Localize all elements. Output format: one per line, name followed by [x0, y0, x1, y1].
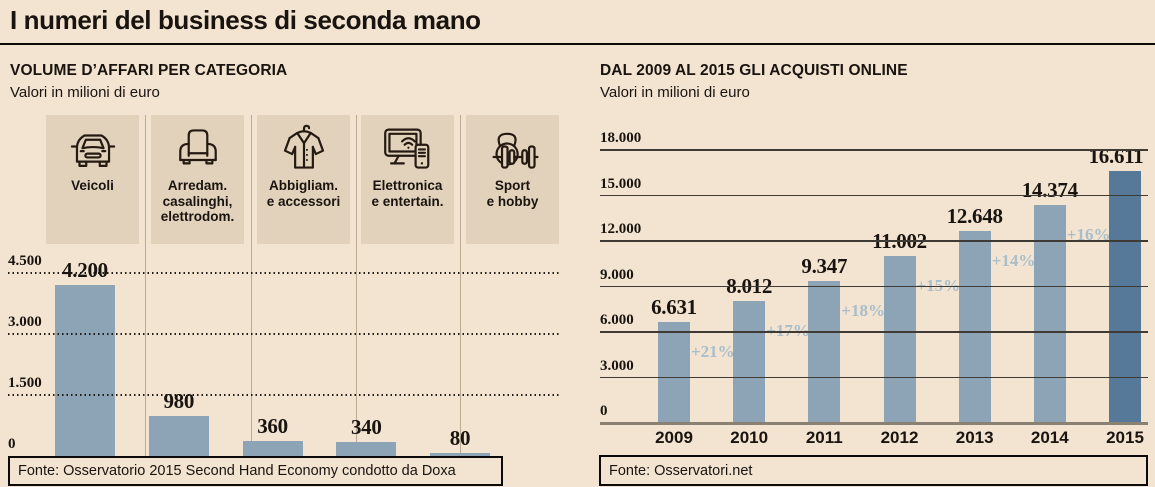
gridline	[600, 149, 1148, 151]
bar-elettronica-e-entertain-	[336, 442, 397, 456]
right-source-text: Fonte: Osservatori.net	[609, 462, 753, 479]
growth-percentage-label: +21%	[691, 342, 735, 362]
y-axis-tick-label: 4.500	[8, 253, 42, 269]
category-label: Arredam. casalinghi, elettrodom.	[160, 178, 235, 224]
bar-value-label: 80	[449, 425, 471, 450]
category-label: Veicoli	[71, 178, 114, 193]
growth-percentage-label: +14%	[991, 251, 1036, 271]
x-axis-label: 2009	[655, 428, 693, 447]
gridline	[600, 422, 1148, 425]
category-label: Sport e hobby	[486, 178, 539, 209]
page-title: I numeri del business di seconda mano	[10, 5, 481, 35]
x-axis-label: 2013	[955, 428, 994, 447]
y-axis-tick-label: 18.000	[600, 130, 642, 146]
bar-value-label: 360	[257, 414, 288, 439]
growth-percentage-label: +17%	[766, 321, 810, 341]
bar-value-label: 6.631	[651, 295, 697, 320]
gridline	[600, 285, 1148, 287]
bar-value-label: 12.648	[946, 204, 1003, 229]
y-axis-tick-label: 0	[600, 403, 608, 419]
bar-value-label: 340	[350, 415, 382, 440]
column-divider	[250, 115, 252, 456]
bar-value-label: 14.374	[1021, 177, 1078, 202]
bar-arredam-casalinghi-elettrodom-	[148, 416, 209, 456]
y-axis-tick-label: 9.000	[600, 266, 634, 283]
growth-percentage-label: +16%	[1066, 224, 1111, 244]
column-divider	[460, 115, 461, 456]
category-box-sport: Sport e hobby	[466, 115, 559, 244]
bar-2011	[808, 281, 841, 423]
gridline	[8, 333, 560, 335]
bar-value-label: 4.200	[62, 258, 108, 283]
right-chart-title: DAL 2009 AL 2015 GLI ACQUISTI ONLINE	[600, 62, 908, 79]
gridline	[600, 376, 1148, 378]
bar-value-label: 9.347	[801, 254, 848, 279]
bar-abbigliam-e-accessori	[242, 441, 303, 456]
y-axis-tick-label: 6.000	[600, 312, 634, 328]
gridline	[8, 394, 560, 396]
bar-2015	[1109, 171, 1141, 423]
gridline	[8, 272, 560, 274]
kettlebell-dumbbell-icon	[491, 132, 539, 169]
column-divider	[145, 115, 146, 456]
right-chart-subtitle: Valori in milioni di euro	[600, 84, 750, 101]
bar-2012	[883, 256, 916, 423]
left-source-text: Fonte: Osservatorio 2015 Second Hand Eco…	[18, 463, 456, 479]
y-axis-tick-label: 1.500	[8, 375, 42, 391]
growth-percentage-label: +15%	[916, 276, 961, 296]
bar-2009	[658, 322, 690, 423]
x-axis-label: 2015	[1106, 428, 1144, 447]
title-divider	[0, 43, 1155, 45]
jacket-icon	[283, 124, 324, 169]
armchair-icon	[178, 129, 217, 165]
y-axis-tick-label: 3.000	[600, 357, 634, 374]
category-box-veicoli: Veicoli	[46, 115, 139, 244]
category-label: Abbigliam. e accessori	[266, 178, 341, 209]
right-source-box: Fonte: Osservatori.net	[599, 455, 1148, 486]
x-axis-label: 2014	[1030, 428, 1069, 447]
bar-value-label: 16.611	[1088, 144, 1144, 169]
x-axis-label: 2012	[880, 428, 919, 447]
bar-value-label: 8.012	[726, 274, 773, 299]
left-chart-subtitle: Valori in milioni di euro	[10, 84, 160, 101]
bar-2014	[1033, 204, 1066, 423]
bar-veicoli	[55, 285, 115, 456]
category-box-abbigliamento: Abbigliam. e accessori	[257, 115, 350, 244]
gridline	[600, 194, 1148, 196]
bar-2013	[958, 231, 991, 423]
growth-percentage-label: +18%	[841, 301, 885, 321]
bar-value-label: 11.002	[872, 229, 927, 254]
y-axis-tick-label: 15.000	[600, 175, 642, 192]
gridline	[600, 331, 1148, 333]
gridline	[600, 240, 1148, 242]
bar-2010	[733, 301, 766, 423]
bar-value-label: 980	[163, 389, 195, 414]
y-axis-tick-label: 3.000	[8, 314, 42, 330]
category-box-arredamento: Arredam. casalinghi, elettrodom.	[151, 115, 244, 244]
left-chart-title: VOLUME D’AFFARI PER CATEGORIA	[10, 62, 288, 79]
x-axis-label: 2010	[730, 428, 769, 447]
x-axis-label: 2011	[805, 428, 843, 447]
left-source-box: Fonte: Osservatorio 2015 Second Hand Eco…	[8, 456, 503, 486]
y-axis-tick-label: 12.000	[600, 221, 642, 237]
y-axis-tick-label: 0	[8, 436, 16, 452]
monitor-phone-icon	[383, 128, 429, 169]
car-icon	[70, 134, 115, 167]
column-divider	[355, 115, 357, 456]
category-box-elettronica: Elettronica e entertain.	[361, 115, 454, 244]
category-label: Elettronica e entertain.	[371, 178, 444, 209]
